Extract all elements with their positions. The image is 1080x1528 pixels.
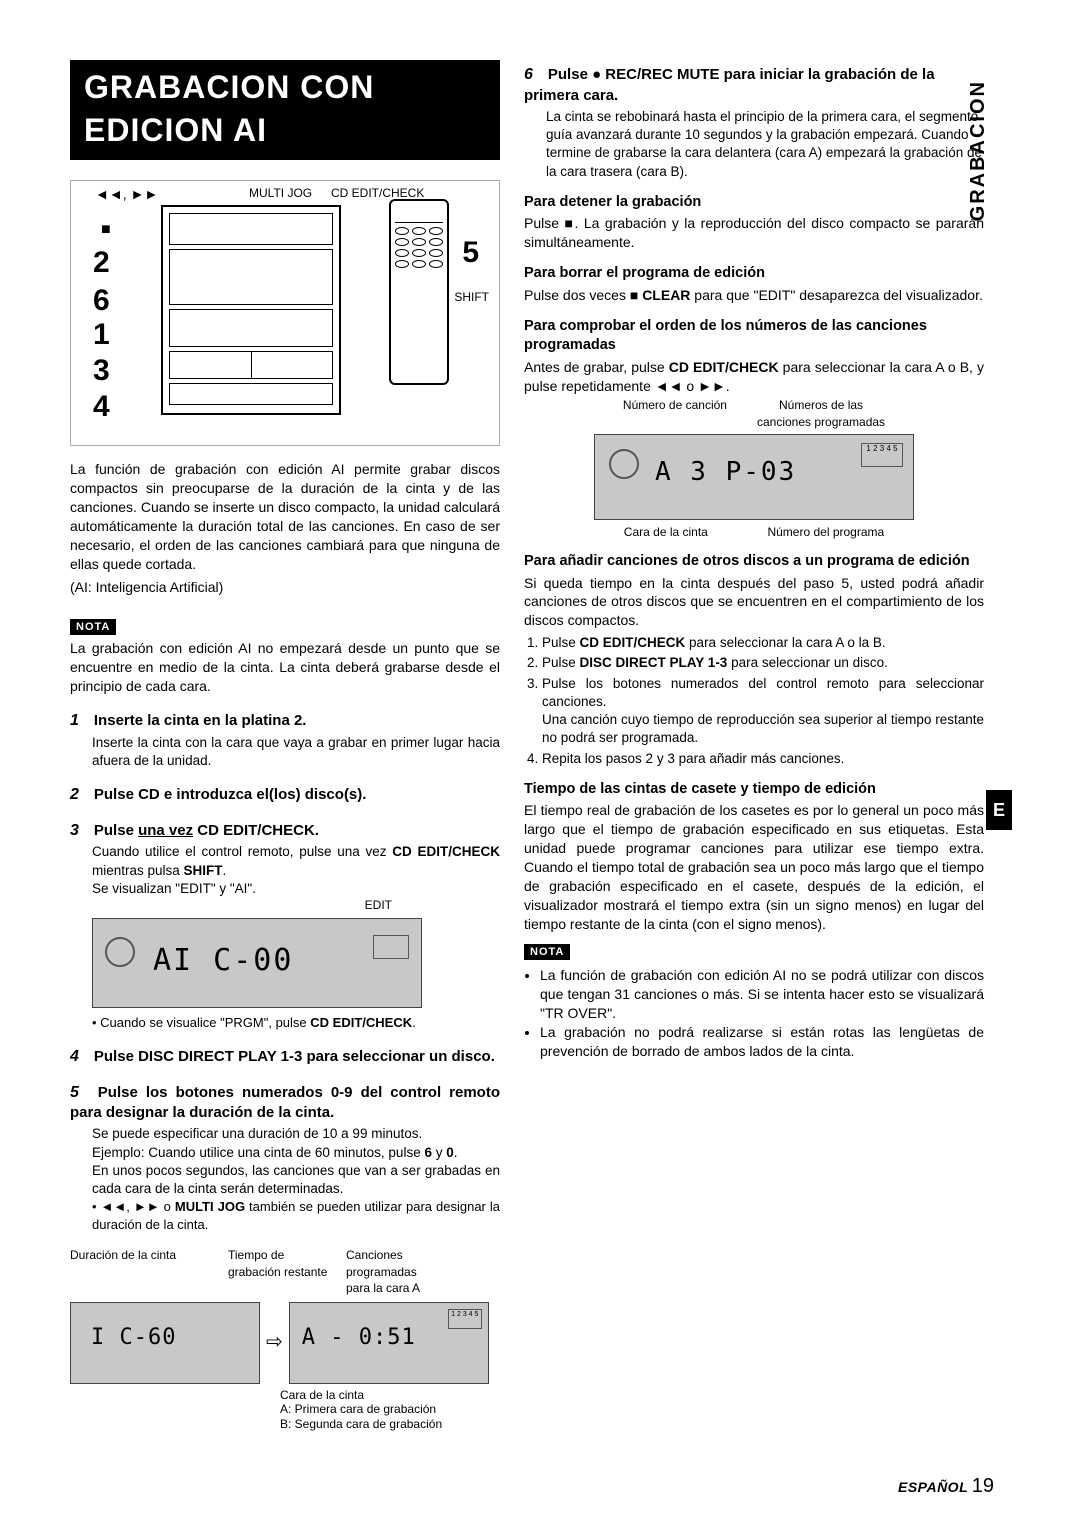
arrow-right-icon: ⇨ bbox=[266, 1329, 283, 1356]
display-edit-label: EDIT bbox=[92, 898, 422, 912]
twin-display-bottom-label: Cara de la cinta A: Primera cara de grab… bbox=[280, 1388, 500, 1431]
left-nota-text: La grabación con edición AI no empezará … bbox=[70, 639, 500, 696]
check-display: A 3 P-03 1 2 3 4 5 bbox=[594, 434, 914, 520]
step-6: 6 Pulse ● REC/REC MUTE para iniciar la g… bbox=[524, 64, 984, 181]
clear-text: Pulse dos veces ■ CLEAR para que "EDIT" … bbox=[524, 286, 984, 305]
right-nota-2: La grabación no podrá realizarse si está… bbox=[540, 1023, 984, 1061]
add-songs-heading: Para añadir canciones de otros discos a … bbox=[524, 552, 984, 572]
display-a051: A - 0:51 1 2 3 4 5 bbox=[289, 1302, 489, 1384]
twin-display-top-labels: Duración de la cinta Tiempo de grabación… bbox=[70, 1247, 500, 1296]
step-2: 2 Pulse CD e introduzca el(los) disco(s)… bbox=[70, 784, 500, 806]
intro-paragraph: La función de grabación con edición AI p… bbox=[70, 460, 500, 573]
add-songs-list: Pulse CD EDIT/CHECK para seleccionar la … bbox=[524, 634, 984, 768]
clear-heading: Para borrar el programa de edición bbox=[524, 264, 984, 284]
check-display-bottom-labels: Cara de la cinta Número del programa bbox=[594, 524, 914, 540]
check-order-text: Antes de grabar, pulse CD EDIT/CHECK par… bbox=[524, 358, 984, 396]
intro-ai-note: (AI: Inteligencia Artificial) bbox=[70, 578, 500, 597]
step-3: 3 Pulse una vez CD EDIT/CHECK. Cuando ut… bbox=[70, 820, 500, 1032]
diagram-num-5: 5 bbox=[462, 233, 479, 274]
right-column: 6 Pulse ● REC/REC MUTE para iniciar la g… bbox=[524, 60, 984, 1431]
nota-badge-right: NOTA bbox=[524, 944, 570, 961]
steps-list: 1 Inserte la cinta en la platina 2. Inse… bbox=[70, 710, 500, 1233]
step-1: 1 Inserte la cinta en la platina 2. Inse… bbox=[70, 710, 500, 770]
content-columns: GRABACION CON EDICION AI ◄◄, ►► MULTI JO… bbox=[70, 60, 1010, 1431]
add-songs-item-3: Pulse los botones numerados del control … bbox=[542, 675, 984, 748]
left-column: GRABACION CON EDICION AI ◄◄, ►► MULTI JO… bbox=[70, 60, 500, 1431]
right-nota-1: La función de grabación con edición AI n… bbox=[540, 966, 984, 1023]
tape-time-text: El tiempo real de grabación de los caset… bbox=[524, 801, 984, 933]
page: GRABACION E GRABACION CON EDICION AI ◄◄,… bbox=[0, 0, 1080, 1528]
side-tab: GRABACION bbox=[967, 80, 990, 221]
step-5: 5 Pulse los botones numerados 0-9 del co… bbox=[70, 1082, 500, 1234]
diagram-num-1: 1 bbox=[93, 315, 110, 356]
stop-rec-text: Pulse ■. La grabación y la reproducción … bbox=[524, 214, 984, 252]
diagram-num-4: 4 bbox=[93, 387, 110, 428]
add-songs-intro: Si queda tiempo en la cinta después del … bbox=[524, 574, 984, 631]
diagram-arrows-label: ◄◄, ►► bbox=[95, 185, 158, 204]
display-ai-c00: AI C-00 bbox=[92, 918, 422, 1008]
tape-time-heading: Tiempo de las cintas de casete y tiempo … bbox=[524, 780, 984, 800]
diagram-stop-icon: ■ bbox=[101, 219, 111, 241]
nota-badge-left: NOTA bbox=[70, 619, 116, 636]
diagram-multi-jog-label: MULTI JOG bbox=[249, 185, 312, 201]
diagram-num-2: 2 bbox=[93, 243, 110, 284]
diagram-shift-label: SHIFT bbox=[454, 289, 489, 305]
page-title: GRABACION CON EDICION AI bbox=[70, 60, 500, 160]
twin-display: I C-60 ⇨ A - 0:51 1 2 3 4 5 bbox=[70, 1302, 500, 1384]
add-songs-item-2: Pulse DISC DIRECT PLAY 1-3 para seleccio… bbox=[542, 654, 984, 672]
add-songs-item-4: Repita los pasos 2 y 3 para añadir más c… bbox=[542, 750, 984, 768]
page-footer: ESPAÑOL 19 bbox=[898, 1475, 994, 1498]
step-5-note: • ◄◄, ►► o MULTI JOG también se pueden u… bbox=[92, 1198, 500, 1233]
step-3-note: • Cuando se visualice "PRGM", pulse CD E… bbox=[92, 1014, 500, 1032]
diagram-num-3: 3 bbox=[93, 351, 110, 392]
add-songs-item-1: Pulse CD EDIT/CHECK para seleccionar la … bbox=[542, 634, 984, 652]
step-4: 4 Pulse DISC DIRECT PLAY 1-3 para selecc… bbox=[70, 1046, 500, 1068]
side-e-marker: E bbox=[986, 790, 1012, 830]
stop-rec-heading: Para detener la grabación bbox=[524, 193, 984, 213]
remote-icon bbox=[389, 199, 449, 385]
right-nota-list: La función de grabación con edición AI n… bbox=[524, 966, 984, 1060]
check-order-heading: Para comprobar el orden de los números d… bbox=[524, 317, 984, 356]
check-display-top-labels: Número de canción Números de las cancion… bbox=[524, 397, 984, 429]
display-c60: I C-60 bbox=[70, 1302, 260, 1384]
stereo-icon bbox=[161, 205, 341, 415]
device-diagram: ◄◄, ►► MULTI JOG CD EDIT/CHECK SHIFT bbox=[70, 180, 500, 446]
